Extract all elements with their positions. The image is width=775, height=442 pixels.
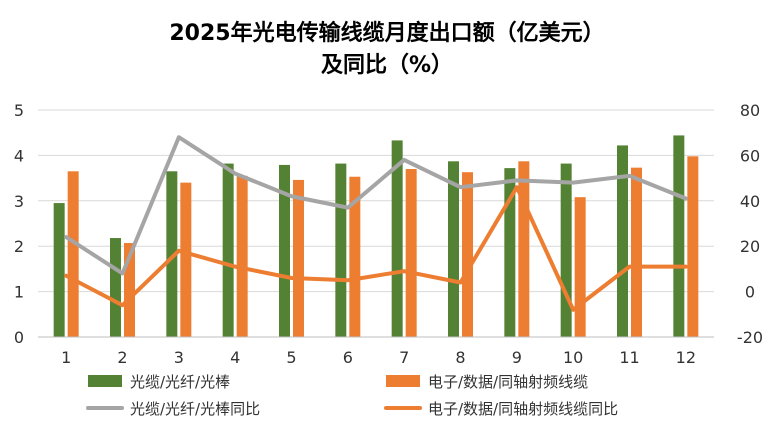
bar-optical-8 [448, 161, 459, 337]
bar-electric-4 [236, 175, 248, 337]
bar-optical-1 [53, 203, 65, 337]
bar-electric-7 [405, 169, 417, 337]
x-axis-tick-label: 5 [286, 348, 296, 367]
bar-optical-9 [504, 168, 516, 337]
x-axis-tick-label: 8 [455, 348, 465, 367]
legend-optical-bar-swatch [88, 375, 122, 387]
x-axis-tick-label: 10 [563, 348, 583, 367]
legend-electric-bar-label: 电子/数据/同轴射频线缆 [428, 373, 588, 391]
line-electric-yoy [64, 185, 688, 312]
bar-optical-3 [166, 171, 178, 337]
x-axis-tick-label: 2 [117, 348, 127, 367]
x-axis-tick-label: 3 [174, 348, 184, 367]
legend-electric-line-label: 电子/数据/同轴射频线缆同比 [428, 400, 618, 418]
left-axis-tick-label: 1 [14, 283, 24, 302]
x-axis-tick-label: 6 [343, 348, 353, 367]
x-axis-tick-label: 11 [619, 348, 639, 367]
chart-subtitle: 及同比（%） [321, 53, 453, 78]
left-axis-tick-label: 0 [14, 328, 24, 347]
bar-electric-10 [574, 197, 586, 337]
bar-electric-11 [631, 167, 642, 337]
left-axis-tick-label: 4 [14, 146, 24, 165]
legend-optical-bar-label: 光缆/光纤/光棒 [130, 373, 230, 391]
bar-electric-5 [293, 179, 304, 337]
x-axis-tick-label: 12 [676, 348, 696, 367]
bar-optical-2 [110, 238, 121, 337]
right-axis-tick-label: 60 [740, 146, 760, 165]
bar-electric-9 [518, 161, 530, 337]
bar-optical-11 [617, 145, 628, 337]
legend-electric-bar-swatch [386, 375, 420, 387]
bar-electric-1 [67, 171, 79, 337]
left-axis-tick-label: 3 [14, 192, 24, 211]
x-axis-tick-label: 7 [399, 348, 409, 367]
x-axis-tick-label: 1 [61, 348, 71, 367]
right-axis-tick-label: 40 [740, 192, 760, 211]
bar-optical-6 [335, 163, 347, 337]
x-axis-tick-label: 9 [512, 348, 522, 367]
bar-marks [53, 135, 699, 337]
chart-title: 2025年光电传输线缆月度出口额（亿美元） [169, 20, 604, 46]
bar-optical-7 [391, 140, 403, 337]
left-axis-tick-label: 5 [14, 101, 24, 120]
bar-optical-12 [673, 135, 685, 337]
x-axis-tick-label: 4 [230, 348, 240, 367]
line-marks [64, 135, 688, 312]
line-optical-yoy [64, 135, 688, 276]
bar-optical-5 [279, 164, 290, 337]
legend-optical-line-label: 光缆/光纤/光棒同比 [130, 400, 260, 418]
bar-electric-12 [687, 156, 699, 337]
bar-optical-4 [222, 163, 234, 337]
bar-electric-6 [349, 176, 361, 337]
gridlines [38, 109, 714, 338]
bar-electric-3 [180, 182, 192, 337]
left-axis-tick-label: 2 [14, 237, 24, 256]
bar-electric-2 [124, 243, 135, 337]
right-axis-tick-label: 20 [740, 237, 760, 256]
bar-electric-8 [462, 172, 473, 337]
right-axis-tick-label: -20 [737, 328, 763, 347]
right-axis-tick-label: 0 [745, 283, 755, 302]
bar-optical-10 [560, 163, 572, 337]
right-axis-tick-label: 80 [740, 101, 760, 120]
